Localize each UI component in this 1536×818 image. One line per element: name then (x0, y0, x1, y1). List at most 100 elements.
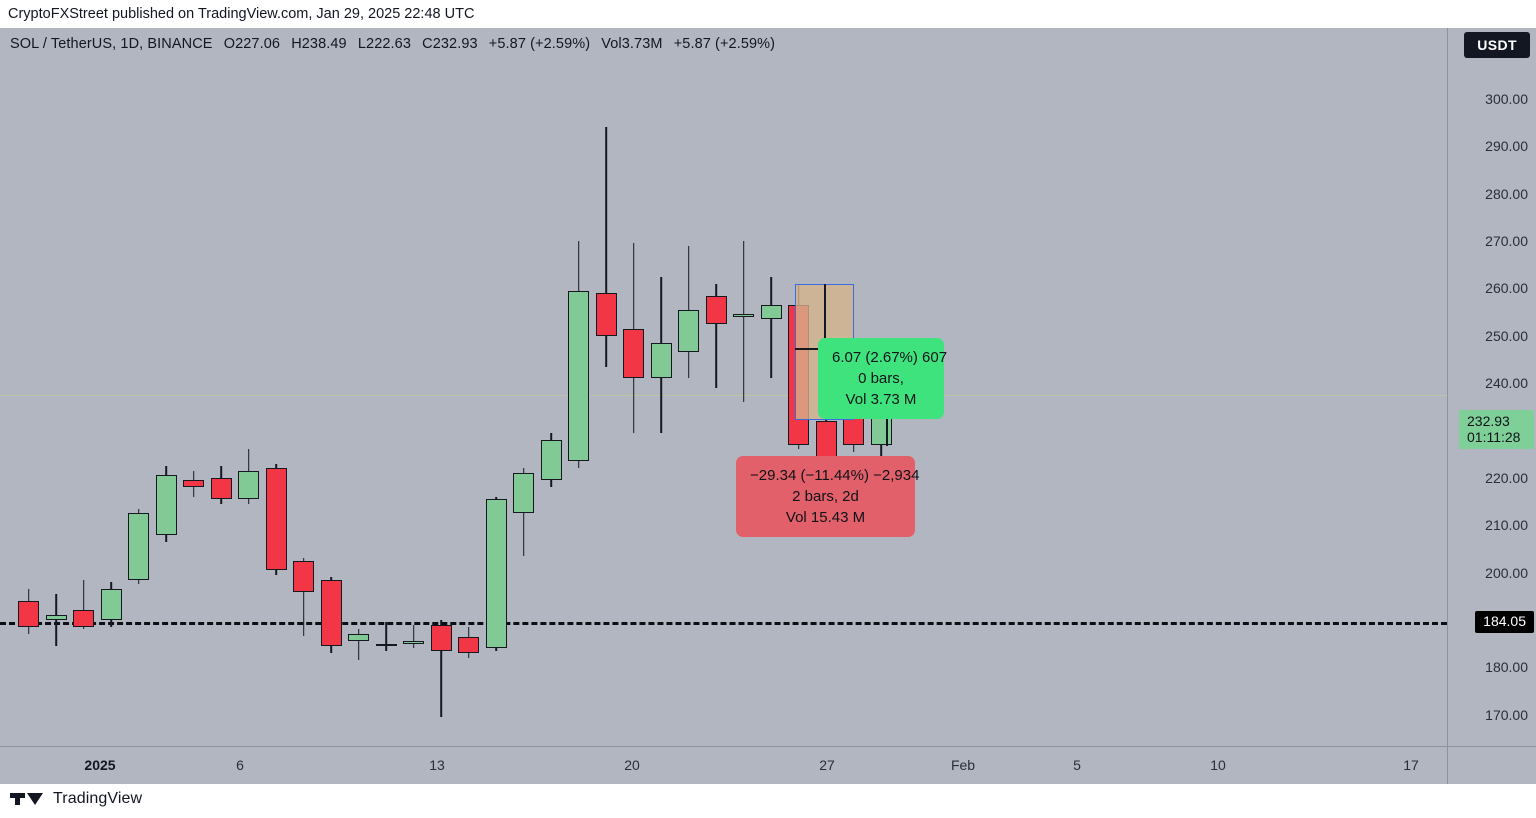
price-tick-280: 280.00 (1485, 185, 1528, 202)
legend-volume-value: 3.73 (621, 36, 651, 52)
time-tick-6: 6 (236, 757, 244, 773)
horizontal-price-line[interactable] (0, 622, 1447, 625)
candle-body (650, 342, 672, 379)
candle-body (733, 314, 754, 318)
legend-change: +5.87 (+2.59%) (488, 36, 591, 52)
candle-wick (385, 622, 387, 651)
candle-body (403, 641, 424, 644)
candlestick[interactable] (18, 28, 39, 746)
price-tick-300: 300.00 (1485, 91, 1528, 107)
candlestick[interactable] (238, 28, 259, 746)
measure-horizontal-line (795, 348, 827, 350)
candlestick[interactable] (403, 28, 424, 746)
candlestick[interactable] (650, 28, 672, 746)
candlestick[interactable] (293, 28, 314, 746)
candlestick[interactable] (458, 28, 479, 746)
candlestick[interactable] (430, 28, 452, 746)
candlestick[interactable] (210, 28, 232, 746)
legend-low-value: 222.63 (366, 36, 411, 52)
candlestick[interactable] (155, 28, 177, 746)
candlestick[interactable] (760, 28, 782, 746)
candlestick[interactable] (45, 28, 67, 746)
candle-wick (302, 558, 305, 637)
price-tick-270: 270.00 (1485, 233, 1528, 250)
candlestick[interactable] (540, 28, 562, 746)
candlestick[interactable] (595, 28, 617, 746)
legend-close-label: C (422, 36, 433, 52)
candlestick[interactable] (485, 28, 507, 746)
candle-body (568, 290, 589, 462)
time-tick-20: 20 (624, 757, 640, 773)
candle-body (348, 634, 369, 642)
candle-wick (357, 629, 360, 661)
last-price-countdown: 01:11:28 (1467, 429, 1521, 445)
candle-wick (770, 276, 772, 379)
attribution-text: CryptoFXStreet published on TradingView.… (0, 0, 1536, 28)
legend-low-label: L (357, 36, 367, 52)
candlestick[interactable] (705, 28, 727, 746)
candle-body (265, 468, 287, 571)
candle-wick (715, 283, 717, 388)
measure-up-line1: 6.07 (2.67%) 607 (832, 349, 948, 366)
tradingview-logo[interactable]: TradingView (10, 790, 142, 808)
candle-wick (82, 579, 85, 630)
candlestick[interactable] (348, 28, 369, 746)
candlestick[interactable] (265, 28, 287, 746)
legend-open-label: O (223, 36, 236, 52)
candlestick[interactable] (678, 28, 699, 746)
candle-body (760, 305, 782, 320)
measure-down-line1: −29.34 (−11.44%) −2,934 (750, 467, 920, 484)
chart-pane[interactable]: SOL / TetherUS, 1D, BINANCE O227.06 H238… (0, 28, 1447, 746)
price-tick-250: 250.00 (1485, 327, 1528, 344)
candle-body (73, 610, 94, 628)
candle-body (623, 328, 644, 379)
legend-change-secondary: +5.87 (+2.59%) (673, 36, 776, 52)
time-tick-Feb: Feb (950, 757, 976, 773)
price-tick-240: 240.00 (1485, 375, 1528, 392)
candle-body (18, 600, 39, 628)
candle-body (155, 475, 177, 535)
candlestick[interactable] (623, 28, 644, 746)
legend-symbol[interactable]: SOL / TetherUS, 1D, BINANCE (10, 36, 213, 52)
measure-up-tooltip[interactable]: 6.07 (2.67%) 607 0 bars, Vol 3.73 M (818, 338, 948, 419)
candlestick[interactable] (375, 28, 397, 746)
price-axis[interactable]: USDT 300.00 290.00 280.00 270.00 260.00 250.0… (1447, 28, 1536, 770)
time-tick-2025: 2025 (84, 757, 116, 773)
candle-body (458, 636, 479, 654)
candlestick[interactable] (100, 28, 122, 746)
candle-body (293, 560, 314, 592)
measure-down-tooltip[interactable]: −29.34 (−11.44%) −2,934 2 bars, 2d Vol 1… (736, 456, 920, 537)
candlestick[interactable] (568, 28, 589, 746)
candle-body (705, 295, 727, 324)
legend-close-value: 232.93 (432, 36, 478, 52)
candlestick[interactable] (513, 28, 534, 746)
candlestick[interactable] (733, 28, 754, 746)
candle-body (540, 439, 562, 481)
candle-wick (605, 127, 607, 367)
time-axis-separator (1447, 747, 1448, 785)
time-tick-17: 17 (1403, 757, 1419, 773)
horizontal-line-price-badge: 184.05 (1475, 611, 1534, 633)
time-tick-10: 10 (1210, 757, 1226, 773)
candle-body (100, 589, 122, 620)
candlestick[interactable] (128, 28, 149, 746)
footer: TradingView (0, 784, 1536, 818)
candle-body (870, 416, 892, 445)
candle-wick (440, 619, 442, 717)
candlestick[interactable] (815, 28, 837, 746)
candlestick[interactable] (73, 28, 94, 746)
price-tick-180: 180.00 (1485, 659, 1528, 676)
candle-body (485, 499, 507, 649)
measure-down-line2: 2 bars, 2d (792, 488, 859, 505)
candle-body (320, 579, 342, 646)
time-axis[interactable]: 2025 6 13 20 27 Feb 5 10 17 (0, 746, 1536, 785)
candlestick[interactable] (320, 28, 342, 746)
candle-body (430, 624, 452, 651)
measure-up-line2: 0 bars, (858, 370, 904, 387)
legend-high-value: 238.49 (301, 36, 347, 52)
candlestick[interactable] (183, 28, 204, 746)
candle-body (815, 421, 837, 459)
candle-body (375, 643, 397, 647)
candle-wick (412, 624, 415, 649)
